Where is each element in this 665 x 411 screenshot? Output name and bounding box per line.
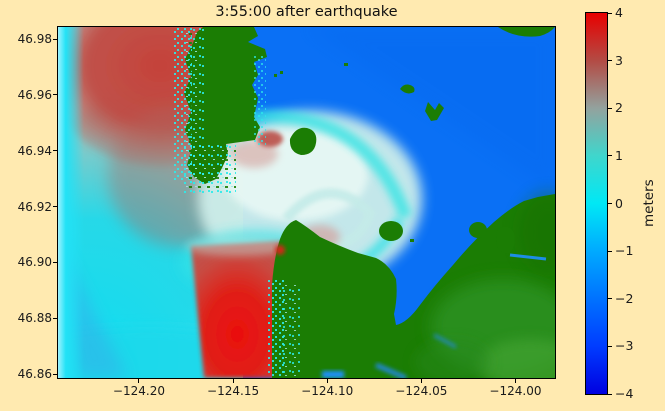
colorbar <box>585 12 608 395</box>
colorbar-tick-label: 4 <box>615 5 623 20</box>
x-tick-mark <box>514 379 516 383</box>
terrain-shade-3 <box>415 340 491 378</box>
y-tick-mark <box>53 94 57 96</box>
y-tick-mark <box>53 206 57 208</box>
colorbar-tick-mark <box>608 107 612 109</box>
colorbar-tick-label: 3 <box>615 52 623 68</box>
y-tick-mark <box>53 261 57 263</box>
colorbar-tick-label: −2 <box>615 290 634 306</box>
x-tick-label: −124.15 <box>207 384 260 398</box>
x-tick-mark <box>326 379 328 383</box>
tidal-channel-1 <box>509 253 547 261</box>
x-tick-label: −124.05 <box>395 384 448 398</box>
colorbar-tick-mark <box>608 393 612 395</box>
y-tick-mark <box>53 38 57 40</box>
terrain-shade-4 <box>518 192 555 272</box>
colorbar-tick-label: 1 <box>615 147 623 163</box>
elevation-heatmap <box>58 27 555 378</box>
y-tick-mark <box>53 317 57 319</box>
colorbar-title: meters <box>641 179 657 228</box>
colorbar-tick-label: −4 <box>615 386 634 401</box>
y-tick-label: 46.94 <box>17 143 52 158</box>
colorbar-tick-mark <box>608 298 612 300</box>
terrain-shade-2 <box>478 339 555 378</box>
colorbar-tick-label: 2 <box>615 100 623 116</box>
y-tick-label: 46.88 <box>17 311 52 326</box>
x-tick-mark <box>232 379 234 383</box>
x-tick-label: −124.10 <box>301 384 354 398</box>
tidal-channel-3 <box>375 362 407 378</box>
colorbar-tick-label: −3 <box>615 338 634 354</box>
x-tick-label: −124.20 <box>112 384 165 398</box>
bay-islands <box>274 27 555 254</box>
x-tick-mark <box>420 379 422 383</box>
shoreline-speckles <box>172 27 300 378</box>
colorbar-tick-mark <box>608 345 612 347</box>
x-tick-mark <box>138 379 140 383</box>
map-plot-area <box>57 26 556 379</box>
y-tick-mark <box>53 373 57 375</box>
colorbar-tick-mark <box>608 12 612 14</box>
colorbar-tick-mark <box>608 250 612 252</box>
tidal-channel-4 <box>433 333 457 349</box>
wavefront-stripe <box>58 27 84 378</box>
y-tick-label: 46.98 <box>17 32 52 46</box>
colorbar-tick-mark <box>608 155 612 157</box>
y-tick-label: 46.90 <box>17 255 52 270</box>
y-tick-label: 46.86 <box>17 367 52 382</box>
y-tick-label: 46.92 <box>17 199 52 214</box>
y-tick-label: 46.96 <box>17 87 52 102</box>
north-spit-land <box>184 27 267 184</box>
y-tick-mark <box>53 150 57 152</box>
colorbar-tick-mark <box>608 60 612 62</box>
colorbar-tick-mark <box>608 203 612 204</box>
spit-tip-surge-spot <box>275 245 285 255</box>
plot-title: 3:55:00 after earthquake <box>215 4 398 20</box>
surge-top-soften <box>186 236 290 256</box>
colorbar-tick-label: 0 <box>615 195 623 211</box>
x-tick-label: −124.00 <box>489 384 542 398</box>
tidal-channel-2 <box>322 371 344 378</box>
colorbar-tick-label: −1 <box>615 243 634 259</box>
